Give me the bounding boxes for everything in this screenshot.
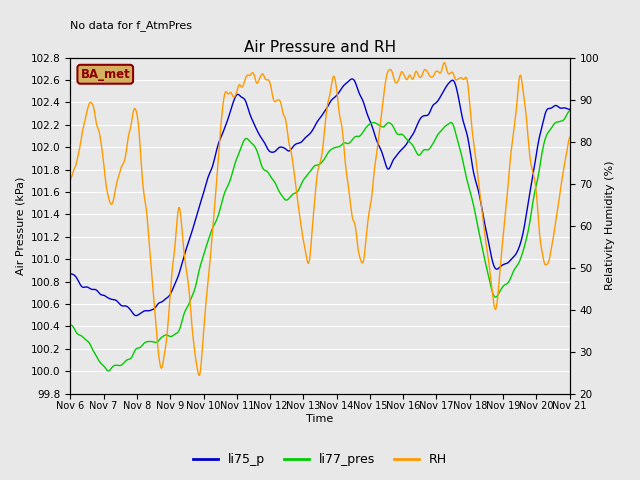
RH — [196, 372, 204, 378]
li75_p — [348, 76, 356, 82]
li77_pres — [444, 122, 451, 128]
li77_pres — [156, 336, 163, 342]
li75_p — [444, 81, 452, 87]
li75_p — [401, 143, 409, 148]
Line: li77_pres: li77_pres — [70, 111, 570, 371]
li75_p — [156, 300, 163, 306]
Line: RH: RH — [70, 62, 570, 375]
RH — [441, 60, 449, 65]
li75_p — [362, 108, 370, 114]
Text: BA_met: BA_met — [81, 68, 130, 81]
Y-axis label: Relativity Humidity (%): Relativity Humidity (%) — [605, 161, 614, 290]
li77_pres — [401, 134, 408, 140]
li75_p — [196, 203, 204, 208]
li77_pres — [196, 265, 204, 271]
li77_pres — [566, 108, 573, 114]
li75_p — [293, 141, 301, 146]
li77_pres — [105, 368, 113, 374]
Text: No data for f_AtmPres: No data for f_AtmPres — [70, 20, 193, 31]
RH — [155, 352, 163, 358]
li75_p — [566, 107, 573, 112]
RH — [401, 73, 408, 79]
Title: Air Pressure and RH: Air Pressure and RH — [244, 40, 396, 55]
li77_pres — [67, 322, 74, 328]
RH — [362, 243, 369, 249]
X-axis label: Time: Time — [307, 414, 333, 424]
RH — [444, 70, 452, 76]
li77_pres — [362, 126, 369, 132]
RH — [293, 194, 301, 200]
Legend: li75_p, li77_pres, RH: li75_p, li77_pres, RH — [188, 448, 452, 471]
RH — [195, 372, 203, 378]
Line: li75_p: li75_p — [70, 79, 570, 316]
li77_pres — [293, 189, 301, 195]
li75_p — [132, 313, 140, 319]
li75_p — [67, 271, 74, 277]
RH — [566, 134, 573, 140]
RH — [67, 177, 74, 182]
Y-axis label: Air Pressure (kPa): Air Pressure (kPa) — [15, 177, 26, 275]
